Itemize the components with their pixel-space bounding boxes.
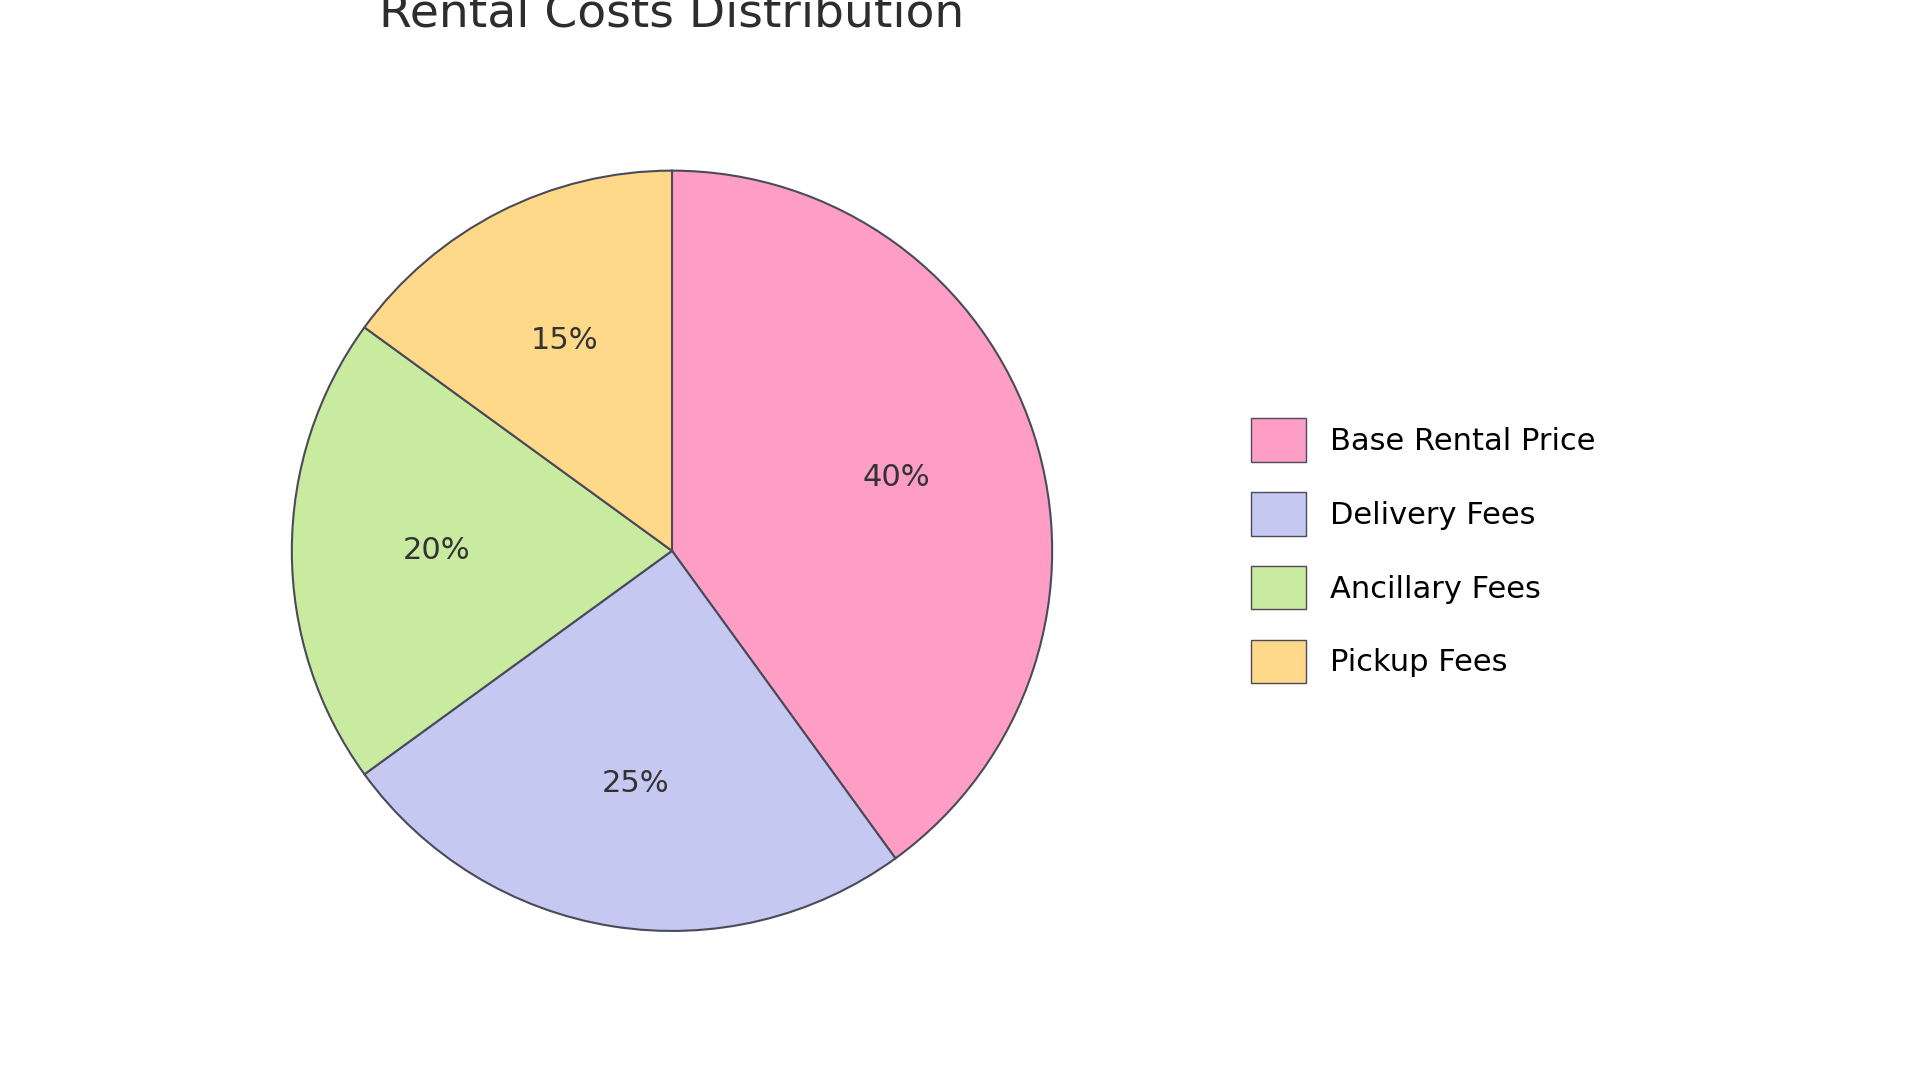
Title: Rental Costs Distribution: Rental Costs Distribution bbox=[380, 0, 964, 36]
Wedge shape bbox=[672, 171, 1052, 859]
Wedge shape bbox=[365, 551, 895, 931]
Legend: Base Rental Price, Delivery Fees, Ancillary Fees, Pickup Fees: Base Rental Price, Delivery Fees, Ancill… bbox=[1238, 406, 1607, 696]
Text: 25%: 25% bbox=[601, 769, 668, 798]
Text: 15%: 15% bbox=[532, 326, 599, 355]
Text: 40%: 40% bbox=[862, 463, 929, 492]
Wedge shape bbox=[365, 171, 672, 551]
Wedge shape bbox=[292, 327, 672, 774]
Text: 20%: 20% bbox=[403, 537, 470, 565]
